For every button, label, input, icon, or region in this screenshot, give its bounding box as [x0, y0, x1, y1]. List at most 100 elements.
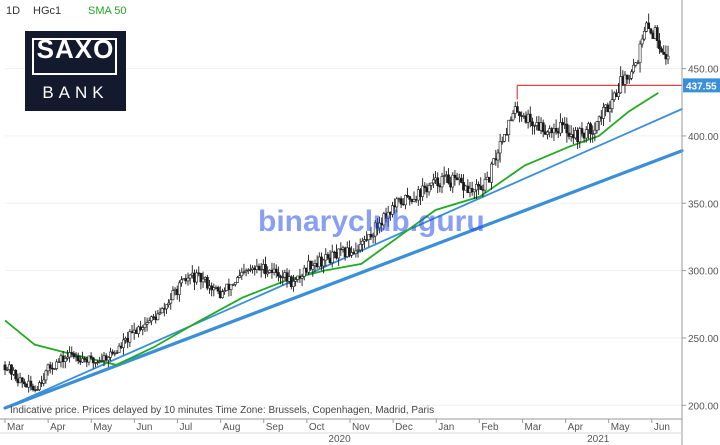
candle-body	[369, 234, 373, 238]
candle-body	[188, 274, 192, 279]
candle-body	[554, 128, 558, 132]
candle-body	[233, 282, 237, 285]
candle-body	[81, 358, 84, 363]
candle-body	[442, 175, 446, 177]
candle-body	[371, 235, 375, 238]
y-tick-label: 450.00	[688, 65, 719, 76]
candles-layer	[3, 13, 670, 393]
watermark-text: binaryclub.guru	[258, 205, 485, 238]
candle-body	[169, 299, 173, 304]
candle-body	[10, 364, 13, 375]
candle-body	[453, 174, 457, 179]
x-tick-label: Jul	[179, 422, 192, 433]
candle-body	[515, 106, 519, 113]
candle-body	[57, 361, 61, 363]
candle-body	[541, 122, 545, 132]
candle-body	[309, 260, 313, 270]
candle-body	[509, 119, 513, 122]
candle-body	[242, 271, 246, 273]
candle-body	[48, 364, 52, 369]
candle-body	[623, 74, 627, 85]
candle-body	[279, 275, 282, 278]
candle-body	[498, 141, 502, 154]
candle-body	[662, 51, 666, 55]
candle-body	[578, 128, 582, 143]
candle-body	[496, 152, 500, 161]
candle-body	[373, 222, 377, 237]
x-tick-label: Oct	[309, 422, 325, 433]
candle-body	[565, 123, 569, 134]
x-tick-label: Apr	[50, 422, 66, 433]
candle-body	[429, 182, 433, 186]
timeframe-label[interactable]: 1D	[6, 5, 21, 17]
candle-body	[477, 184, 481, 187]
y-tick-label: 200.00	[688, 401, 719, 412]
candle-body	[642, 31, 646, 40]
x-year-label: 2020	[328, 434, 351, 445]
candle-body	[109, 351, 112, 358]
candle-body	[96, 361, 99, 364]
candle-body	[630, 71, 633, 79]
candle-body	[294, 279, 298, 282]
candle-body	[395, 198, 399, 208]
candle-body	[490, 163, 493, 183]
trendline-1	[3, 149, 684, 410]
candle-body	[330, 251, 334, 264]
y-tick-label: 250.00	[688, 334, 719, 345]
candle-body	[503, 134, 506, 142]
candle-body	[165, 304, 168, 310]
candle-body	[29, 380, 33, 387]
candle-body	[546, 131, 549, 135]
candle-body	[472, 189, 476, 193]
candle-body	[63, 358, 67, 362]
logo-bank-text: BANK	[42, 83, 109, 102]
candle-body	[640, 38, 644, 45]
x-tick-label: Nov	[352, 422, 370, 433]
candle-body	[326, 254, 330, 259]
candle-body	[276, 272, 280, 277]
candle-body	[266, 272, 270, 275]
x-tick-label: Aug	[223, 422, 241, 433]
candle-body	[322, 259, 326, 267]
candle-body	[14, 370, 18, 380]
candle-body	[83, 358, 87, 360]
candle-body	[311, 265, 315, 270]
candle-body	[70, 352, 74, 354]
candle-body	[354, 250, 358, 254]
candle-body	[115, 352, 119, 354]
candle-body	[229, 284, 233, 290]
trendline-2	[4, 108, 683, 409]
x-tick-label: May	[93, 422, 112, 433]
candle-body	[281, 276, 285, 279]
candle-body	[337, 248, 341, 259]
candle-body	[408, 196, 412, 200]
candle-body	[158, 312, 162, 315]
candle-body	[117, 345, 121, 353]
candle-body	[143, 323, 147, 328]
candle-body	[180, 279, 183, 284]
candle-body	[111, 351, 115, 354]
candle-body	[511, 113, 515, 121]
x-tick-label: May	[611, 422, 630, 433]
candle-body	[55, 361, 59, 369]
sma-50-layer	[4, 92, 659, 366]
candle-body	[122, 339, 125, 348]
candle-body	[660, 48, 663, 53]
x-year-label: 2021	[587, 434, 610, 445]
candle-body	[617, 92, 620, 97]
candle-body	[160, 308, 164, 314]
sma-indicator-label[interactable]: SMA 50	[88, 5, 127, 17]
candle-body	[492, 158, 496, 165]
symbol-label[interactable]: HGc1	[33, 5, 62, 17]
candle-body	[186, 277, 190, 282]
candle-body	[128, 331, 132, 343]
candle-body	[53, 368, 56, 370]
candle-body	[500, 141, 504, 143]
candle-body	[475, 184, 478, 191]
candle-body	[378, 222, 381, 229]
candle-body	[257, 265, 261, 271]
candle-body	[518, 111, 521, 116]
candle-body	[421, 185, 425, 197]
candle-body	[38, 382, 41, 390]
